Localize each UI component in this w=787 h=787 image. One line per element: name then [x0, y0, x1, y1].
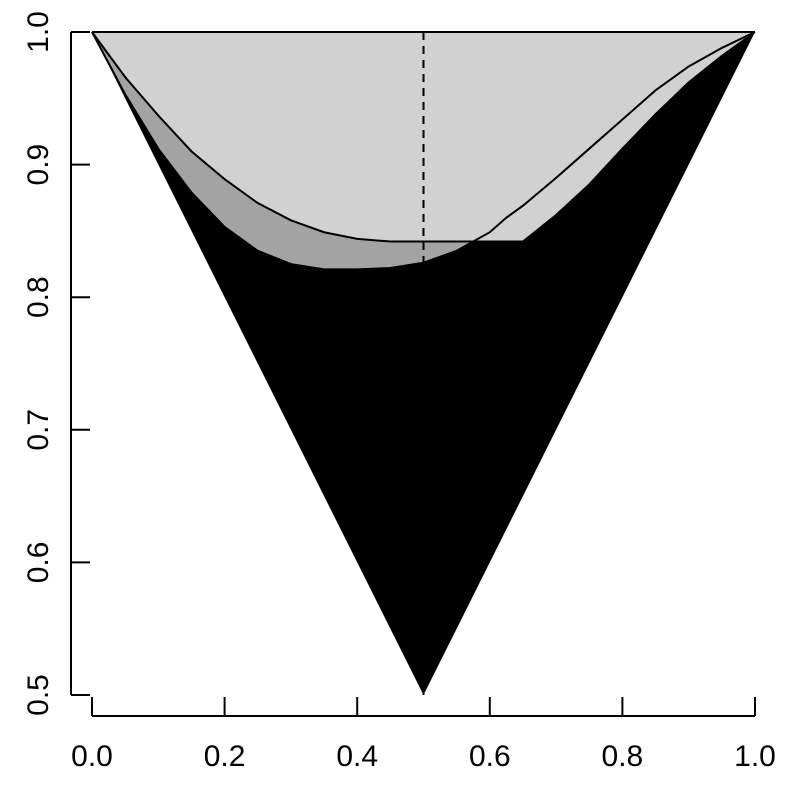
x-tick-label: 1.0: [734, 740, 776, 773]
x-tick-label: 0.4: [336, 740, 378, 773]
y-tick-label: 0.6: [22, 542, 55, 584]
x-tick-label: 0.6: [469, 740, 511, 773]
series-3-line: [91, 31, 756, 243]
y-tick-label: 0.5: [22, 674, 55, 716]
x-tick-label: 0.0: [71, 740, 113, 773]
y-tick-label: 0.7: [22, 409, 55, 451]
y-tick-label: 1.0: [22, 11, 55, 53]
y-tick-label: 0.9: [22, 144, 55, 186]
plot-area: [91, 31, 756, 695]
x-tick-label: 0.8: [602, 740, 644, 773]
y-tick-label: 0.8: [22, 276, 55, 318]
series-2-line: [91, 31, 756, 271]
x-tick-label: 0.2: [204, 740, 246, 773]
axes: 0.0 0.2 0.4 0.6 0.8 1.0 0.5 0.6 0.7 0.8 0.9 1.0: [22, 11, 776, 773]
